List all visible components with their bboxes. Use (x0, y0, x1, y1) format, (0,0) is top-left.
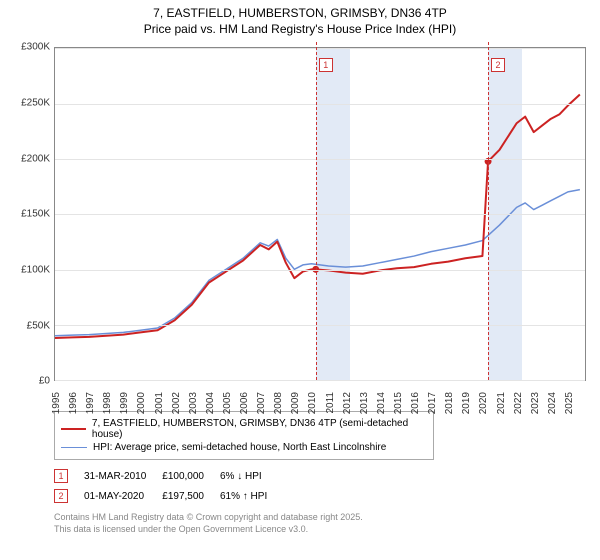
event-date: 01-MAY-2020 (84, 486, 162, 506)
title-line-2: Price paid vs. HM Land Registry's House … (10, 22, 590, 38)
chart-container: 7, EASTFIELD, HUMBERSTON, GRIMSBY, DN36 … (0, 0, 600, 560)
x-tick-label: 2015 (393, 392, 404, 414)
y-tick-label: £250K (21, 97, 50, 108)
legend-swatch (61, 428, 86, 430)
event-marker: 2 (54, 489, 68, 503)
event-change: 61% ↑ HPI (220, 486, 283, 506)
event-table: 1 31-MAR-2010£100,0006% ↓ HPI 2 01-MAY-2020… (54, 466, 590, 506)
y-tick-label: £0 (39, 376, 50, 387)
x-tick-label: 2011 (325, 392, 336, 414)
y-tick-label: £150K (21, 209, 50, 220)
chart-area: £0£50K£100K£150K£200K£250K£300K 12 19951… (10, 43, 590, 403)
series-hpi (55, 190, 580, 336)
x-tick-label: 2020 (478, 392, 489, 414)
x-tick-label: 2001 (154, 392, 165, 414)
event-date: 31-MAR-2010 (84, 466, 162, 486)
x-tick-label: 1997 (85, 392, 96, 414)
x-tick-label: 2023 (530, 392, 541, 414)
event-row: 2 01-MAY-2020£197,50061% ↑ HPI (54, 486, 283, 506)
x-tick-label: 2013 (359, 392, 370, 414)
legend-row: HPI: Average price, semi-detached house,… (61, 442, 427, 453)
x-axis: 1995199619971998199920002001200220032004… (54, 381, 586, 403)
y-tick-label: £100K (21, 264, 50, 275)
legend: 7, EASTFIELD, HUMBERSTON, GRIMSBY, DN36 … (54, 411, 434, 460)
legend-label: 7, EASTFIELD, HUMBERSTON, GRIMSBY, DN36 … (92, 418, 427, 440)
legend-row: 7, EASTFIELD, HUMBERSTON, GRIMSBY, DN36 … (61, 418, 427, 440)
x-tick-label: 2010 (307, 392, 318, 414)
x-tick-label: 2021 (496, 392, 507, 414)
x-tick-label: 1996 (68, 392, 79, 414)
y-tick-label: £50K (27, 320, 50, 331)
event-change: 6% ↓ HPI (220, 466, 283, 486)
annotation-line (316, 42, 317, 380)
x-tick-label: 2006 (239, 392, 250, 414)
footer-line-2: This data is licensed under the Open Gov… (54, 524, 590, 536)
x-tick-label: 2002 (171, 392, 182, 414)
annotation-marker: 2 (491, 58, 505, 72)
x-tick-label: 1998 (102, 392, 113, 414)
annotation-marker: 1 (319, 58, 333, 72)
chart-title: 7, EASTFIELD, HUMBERSTON, GRIMSBY, DN36 … (10, 6, 590, 37)
x-tick-label: 2024 (547, 392, 558, 414)
x-tick-label: 2018 (444, 392, 455, 414)
x-tick-label: 2016 (410, 392, 421, 414)
x-tick-label: 1999 (119, 392, 130, 414)
x-tick-label: 2000 (136, 392, 147, 414)
x-tick-label: 2008 (273, 392, 284, 414)
x-tick-label: 2004 (205, 392, 216, 414)
x-tick-label: 2019 (461, 392, 472, 414)
x-tick-label: 2017 (427, 392, 438, 414)
x-tick-label: 2005 (222, 392, 233, 414)
event-price: £197,500 (162, 486, 220, 506)
x-tick-label: 2007 (256, 392, 267, 414)
x-tick-label: 2014 (376, 392, 387, 414)
y-tick-label: £200K (21, 153, 50, 164)
plot-region: 12 (54, 47, 586, 381)
event-marker: 1 (54, 469, 68, 483)
x-tick-label: 2025 (564, 392, 575, 414)
x-tick-label: 2012 (342, 392, 353, 414)
y-axis: £0£50K£100K£150K£200K£250K£300K (10, 47, 54, 381)
event-price: £100,000 (162, 466, 220, 486)
x-tick-label: 2003 (188, 392, 199, 414)
series-price_paid (55, 95, 580, 338)
event-row: 1 31-MAR-2010£100,0006% ↓ HPI (54, 466, 283, 486)
footer: Contains HM Land Registry data © Crown c… (54, 512, 590, 535)
title-line-1: 7, EASTFIELD, HUMBERSTON, GRIMSBY, DN36 … (10, 6, 590, 22)
x-tick-label: 2022 (513, 392, 524, 414)
x-tick-label: 2009 (290, 392, 301, 414)
x-tick-label: 1995 (51, 392, 62, 414)
legend-swatch (61, 447, 87, 448)
legend-label: HPI: Average price, semi-detached house,… (93, 442, 386, 453)
y-tick-label: £300K (21, 42, 50, 53)
annotation-line (488, 42, 489, 380)
footer-line-1: Contains HM Land Registry data © Crown c… (54, 512, 590, 524)
